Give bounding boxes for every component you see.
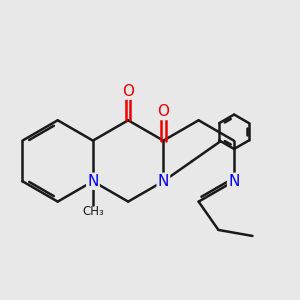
Text: N: N bbox=[158, 174, 169, 189]
Text: CH₃: CH₃ bbox=[82, 205, 104, 218]
Text: O: O bbox=[158, 104, 169, 119]
Text: N: N bbox=[228, 174, 239, 189]
Text: O: O bbox=[122, 84, 134, 99]
Text: N: N bbox=[87, 174, 99, 189]
